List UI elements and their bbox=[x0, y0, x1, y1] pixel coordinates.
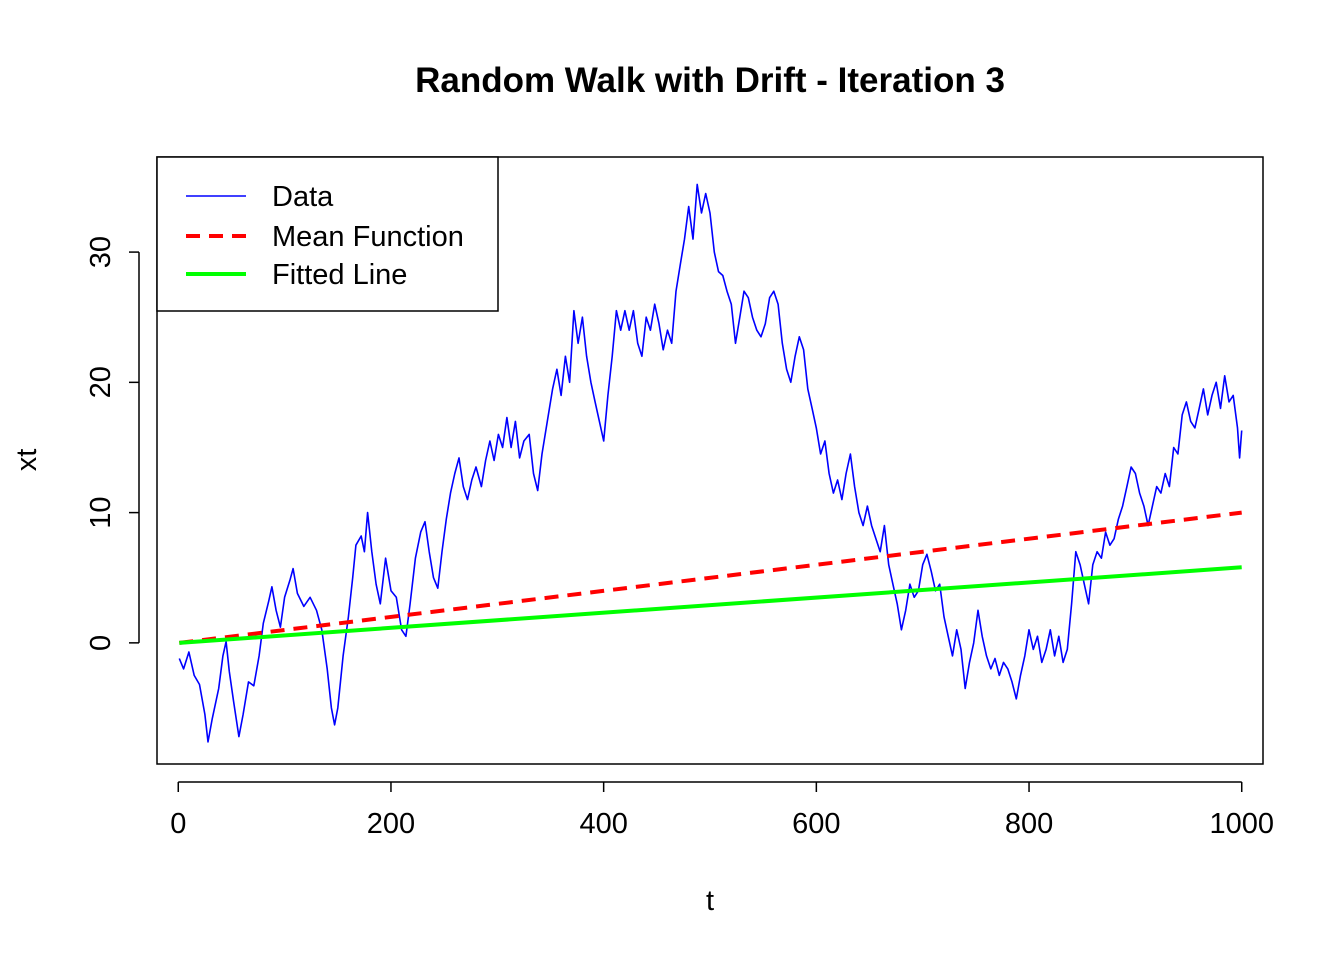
series-line-data bbox=[178, 183, 1243, 743]
y-tick-label: 0 bbox=[85, 635, 117, 651]
legend-label-fitted-line: Fitted Line bbox=[272, 259, 407, 291]
legend-label-mean-function: Mean Function bbox=[272, 221, 464, 253]
x-axis: 0 200 400 600 800 1000 bbox=[170, 781, 1274, 840]
x-tick-label: 0 bbox=[170, 808, 186, 840]
y-axis-label: xt bbox=[11, 449, 43, 472]
legend: Data Mean Function Fitted Line bbox=[156, 156, 499, 312]
x-tick-label: 200 bbox=[367, 808, 415, 840]
plot-frame bbox=[156, 156, 1264, 765]
x-tick-label: 1000 bbox=[1209, 808, 1274, 840]
y-tick-label: 20 bbox=[85, 366, 117, 398]
legend-label-data: Data bbox=[272, 181, 334, 213]
series-line-fitted-line bbox=[179, 565, 1242, 645]
chart-title: Random Walk with Drift - Iteration 3 bbox=[415, 61, 1005, 100]
x-tick-label: 400 bbox=[579, 808, 627, 840]
y-axis: 0 10 20 30 bbox=[85, 236, 140, 651]
y-tick-label: 30 bbox=[85, 236, 117, 268]
x-axis-label: t bbox=[706, 885, 714, 917]
series-line-mean-function bbox=[179, 510, 1242, 645]
y-tick-label: 10 bbox=[85, 496, 117, 528]
series-layer bbox=[178, 183, 1243, 743]
x-tick-label: 600 bbox=[792, 808, 840, 840]
x-tick-label: 800 bbox=[1005, 808, 1053, 840]
